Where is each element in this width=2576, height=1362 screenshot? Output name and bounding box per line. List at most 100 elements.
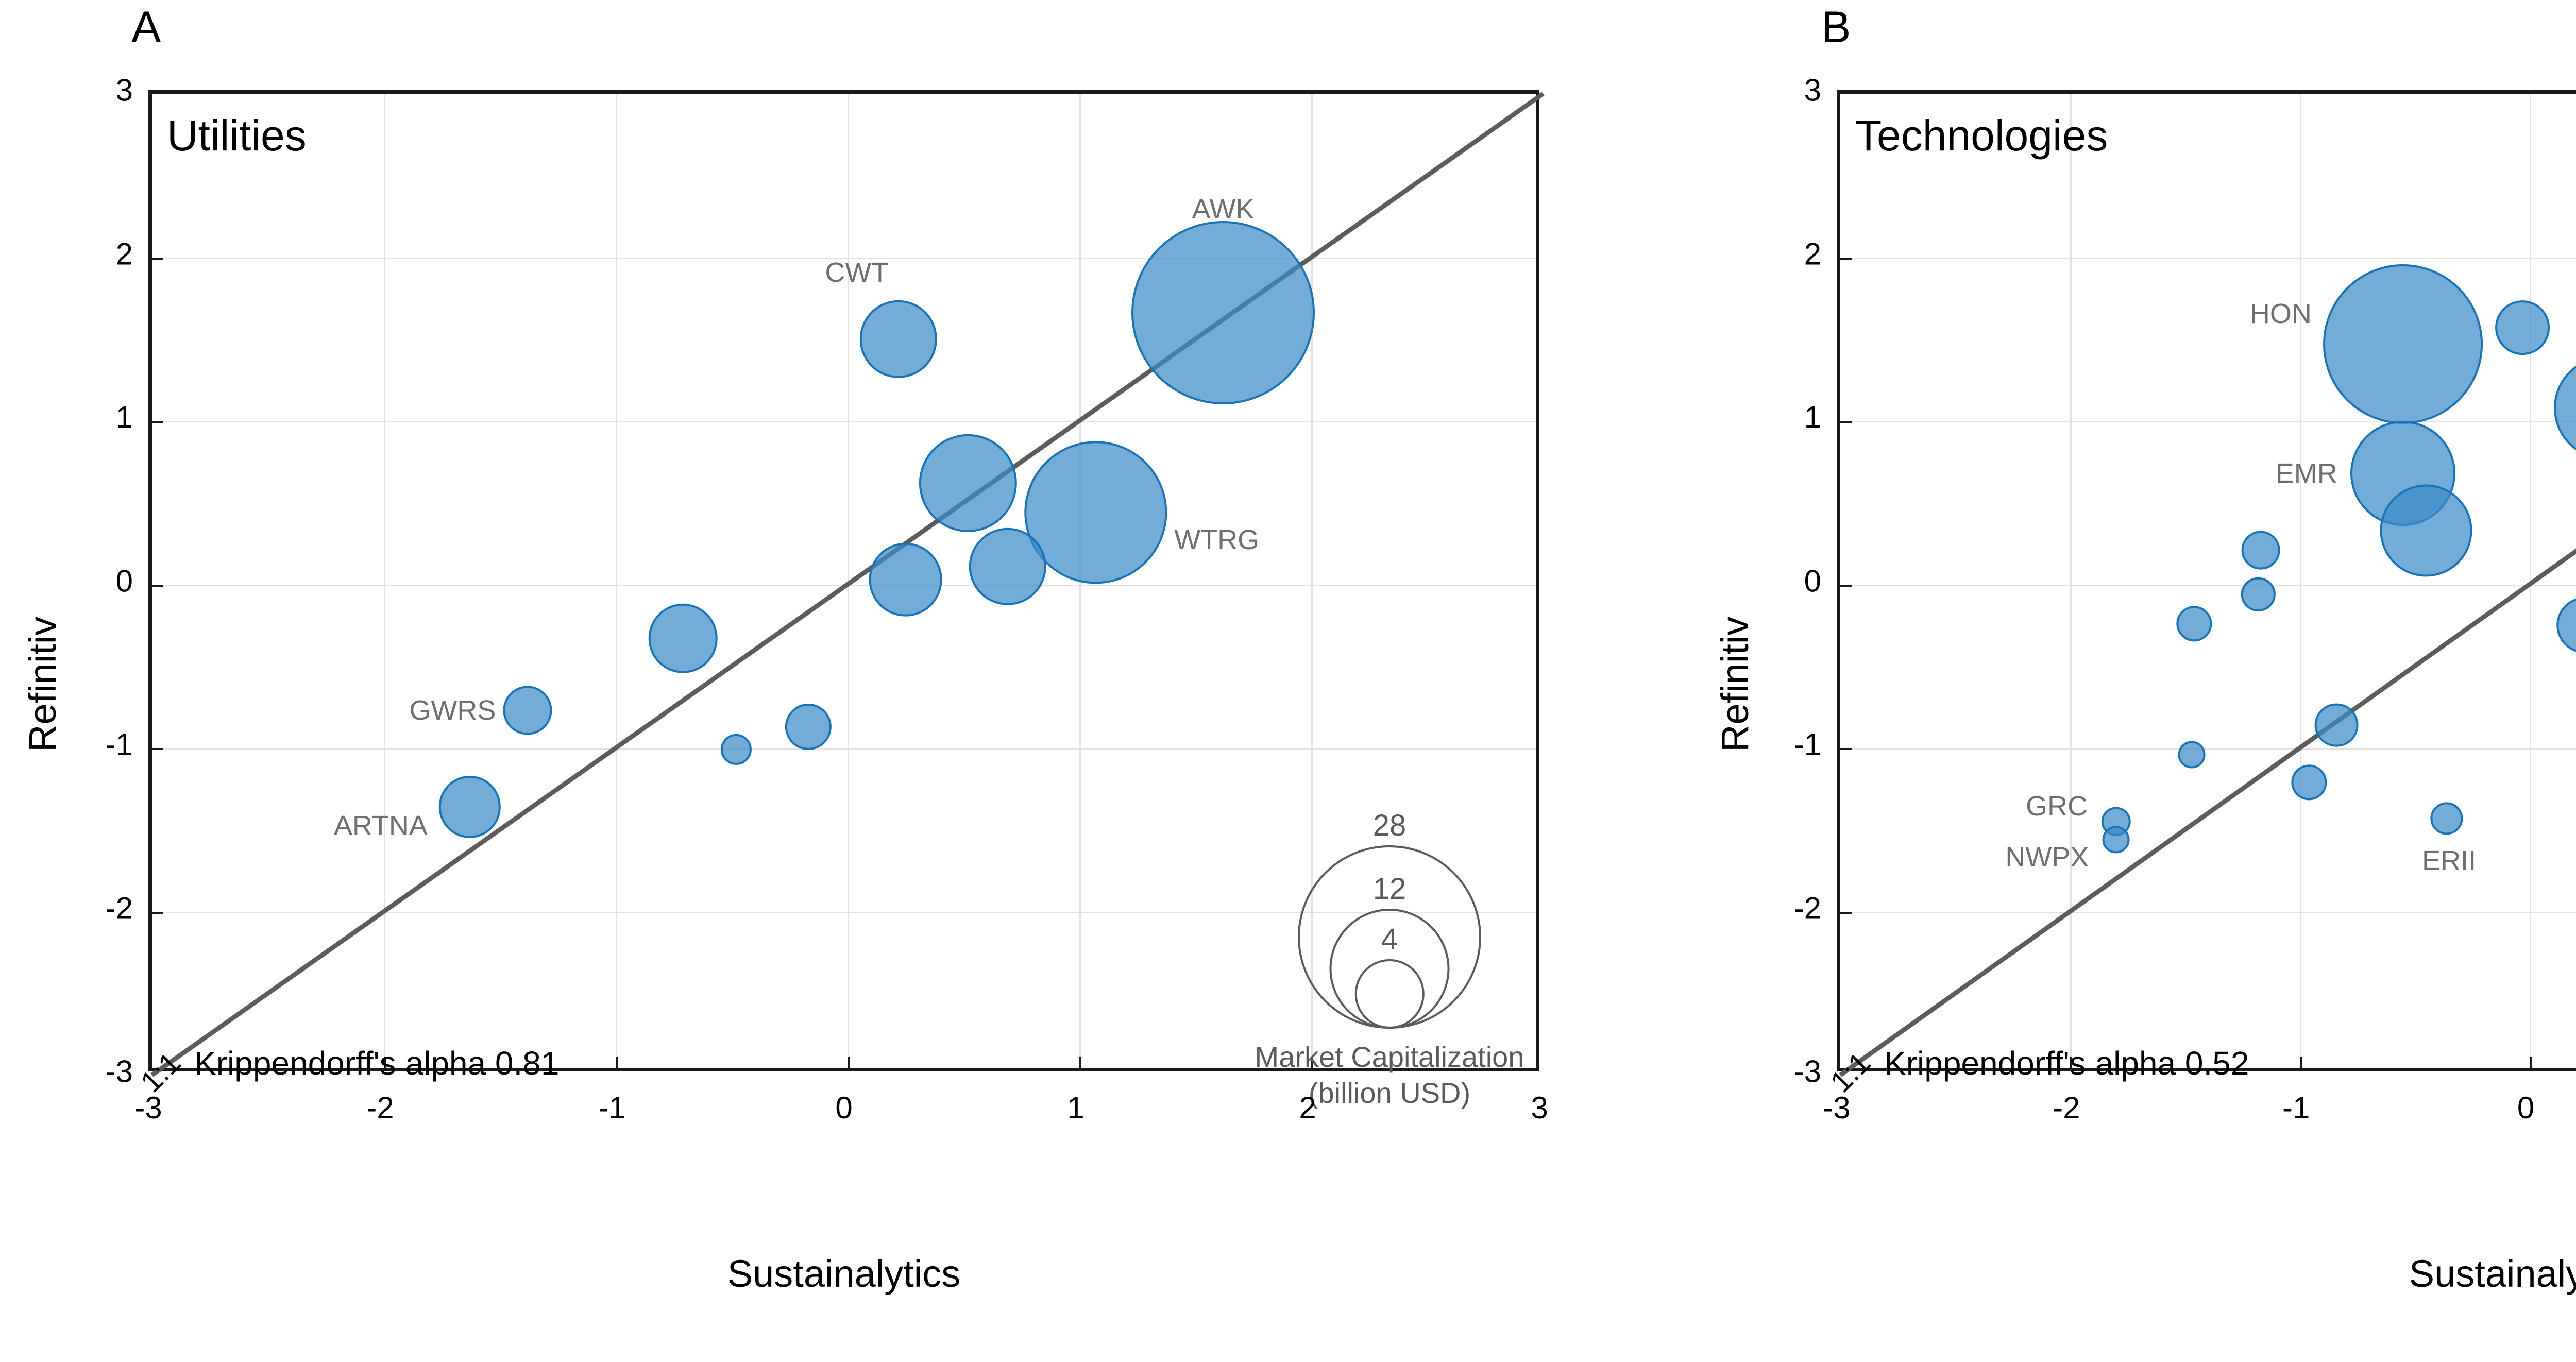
y-tick-label: -2 [105,891,133,925]
x-tick-label: 1 [1067,1091,1084,1125]
y-tick-label: 0 [1804,564,1821,598]
one-to-one-reference-line [150,92,1545,1077]
gridline-horizontal [152,257,1536,259]
point-label-erii: ERII [2422,845,2477,876]
panel-letter: A [131,3,161,52]
bubble-datapoint [648,603,718,673]
point-label-artna: ARTNA [333,810,428,842]
legend-size-value: 4 [1381,923,1398,957]
y-tick-label: -2 [1793,891,1821,925]
gridline-horizontal [152,911,1536,913]
one-to-one-reference-line [1839,548,2576,1077]
y-tick [1840,584,1852,587]
bubble-datapoint [2178,741,2206,769]
gridline-vertical [2529,94,2531,1068]
gridline-vertical [1079,94,1081,1068]
x-tick-label: 3 [1531,1091,1548,1125]
y-tick [1840,257,1852,260]
bubble-emr [2350,420,2456,526]
bubble-datapoint [2556,597,2576,654]
x-axis-title: Sustainalytics [727,1252,961,1295]
bubble-datapoint [2380,484,2472,577]
bubble-datapoint [2176,606,2212,642]
y-tick-label: 1 [1804,400,1821,435]
x-tick [848,1057,850,1068]
gridline-vertical [384,94,385,1068]
bubble-datapoint [2495,300,2550,355]
x-tick-label: -3 [1823,1091,1851,1125]
x-tick [384,1057,386,1068]
y-axis-title: Refinitiv [21,616,64,752]
gridline-horizontal [152,584,1536,586]
gridline-vertical [848,94,849,1068]
x-tick-label: 2 [1299,1091,1316,1125]
x-tick [1311,1057,1313,1068]
bubble-datapoint [2314,703,2359,747]
y-tick [152,257,163,260]
point-label-emr: EMR [2275,457,2337,489]
bubble-datapoint [2241,577,2276,611]
gridline-horizontal [1840,748,2576,750]
bubble-cwt [859,300,938,378]
legend-caption-line-2: (billion USD) [1308,1077,1471,1109]
bubble-artna [438,776,501,838]
gridline-horizontal [152,748,1536,750]
bubble-hon [2323,264,2483,424]
point-label-gwrs: GWRS [409,694,496,726]
krippendorff-alpha-label: Krippendorff's alpha 0.52 [1884,1045,2249,1082]
gridline-vertical [616,94,617,1068]
panel-letter: B [1821,3,1851,52]
point-label-grc: GRC [2026,791,2088,822]
x-tick-label: -2 [2053,1091,2080,1125]
bubble-datapoint [2553,356,2576,459]
gridline-vertical [2299,94,2301,1068]
gridline-horizontal [1840,911,2576,913]
plot-area: DHRTMOXYLHONEMRERIIGRCNWPX1927520Market … [1824,90,2576,1099]
bubble-erii [2430,802,2463,835]
legend-size-value: 28 [1372,809,1406,842]
diagonal-ratio-label: 1:1 [134,1046,188,1099]
point-label-nwpx: NWPX [2005,842,2089,873]
bubble-datapoint [969,527,1046,605]
y-tick [1840,748,1852,750]
gridline-horizontal [152,421,1536,422]
bubble-datapoint [919,434,1018,532]
y-axis-title: Refinitiv [1714,616,1756,752]
bubble-awk [1131,221,1315,405]
x-tick [2070,1057,2072,1068]
x-tick-label: -1 [598,1091,626,1125]
x-tick-label: -3 [134,1091,162,1125]
x-axis-title: Sustainalytics [2409,1252,2576,1295]
bubble-nwpx [2102,826,2130,854]
point-label-hon: HON [2249,298,2312,329]
x-tick-label: -1 [2282,1091,2310,1125]
y-tick [152,421,163,423]
gridline-horizontal [1840,257,2576,259]
legend-size-value: 12 [1372,872,1406,906]
panel-title: Utilities [167,111,307,160]
x-tick-label: -2 [366,1091,394,1125]
x-tick [2529,1057,2532,1068]
bubble-datapoint [2291,764,2327,801]
y-tick-label: -1 [105,727,133,762]
y-tick-label: 3 [115,73,133,108]
gridline-horizontal [1840,421,2576,422]
y-tick-label: 1 [115,400,133,435]
plot-area: AWK CWT WTRG GWRS ARTNA 28 12 4 Market Capitaliz… [134,90,1545,1109]
bubble-datapoint [720,734,752,765]
y-tick [152,584,163,587]
point-label-wtrg: WTRG [1174,524,1260,556]
legend-caption-line-1: Market Capitalization [1255,1041,1524,1073]
panel-title: Technologies [1855,111,2108,160]
gridline-vertical [2070,94,2072,1068]
legend-size-circle [1298,845,1481,1029]
y-tick [152,748,163,750]
y-tick-label: -1 [1793,727,1821,762]
x-tick [2299,1057,2302,1068]
bubble-datapoint [785,703,832,750]
bubble-wtrg [1024,441,1167,584]
gridline-horizontal [1840,584,2576,586]
bubble-datapoint [869,542,942,617]
